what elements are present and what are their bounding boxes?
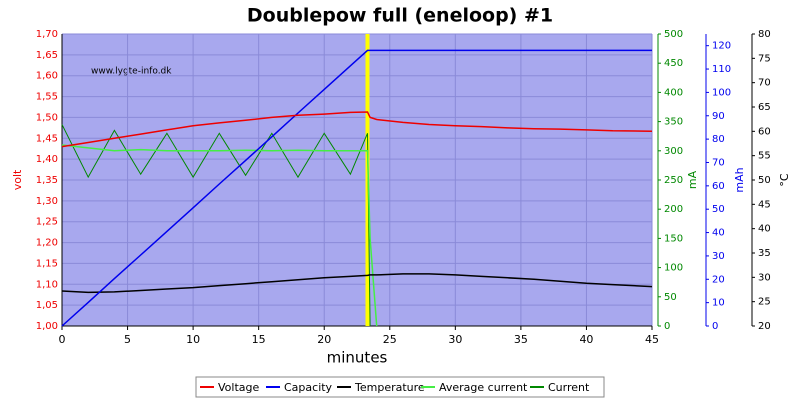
y-tick-label: 1,40 xyxy=(36,154,58,165)
y2-tick-label: 200 xyxy=(664,204,683,215)
y-tick-label: 1,35 xyxy=(36,175,58,186)
legend xyxy=(195,376,605,398)
x-axis-label: minutes xyxy=(327,349,388,367)
y4-tick-label: 80 xyxy=(758,29,771,40)
y4-tick-label: 45 xyxy=(758,199,771,210)
y3-tick-label: 110 xyxy=(712,64,731,75)
y3-tick-label: 0 xyxy=(712,321,718,332)
y-axis-label: volt xyxy=(11,169,24,190)
y2-axis-label: mA xyxy=(686,170,699,189)
y4-tick-label: 75 xyxy=(758,53,771,64)
y3-tick-label: 60 xyxy=(712,181,725,192)
x-tick-label: 30 xyxy=(448,333,462,346)
x-tick-label: 15 xyxy=(252,333,266,346)
series-line xyxy=(61,273,653,294)
y3-tick-label: 40 xyxy=(712,228,725,239)
y-tick-label: 1,30 xyxy=(36,196,58,207)
y2-tick-label: 350 xyxy=(664,117,683,128)
y4-tick-label: 25 xyxy=(758,297,771,308)
y3-tick-label: 90 xyxy=(712,111,725,122)
legend-label: Voltage xyxy=(218,381,259,394)
x-tick-label: 5 xyxy=(124,333,131,346)
y-tick-label: 1,55 xyxy=(36,92,58,103)
y4-tick-label: 50 xyxy=(758,175,771,186)
y4-tick-label: 30 xyxy=(758,272,771,283)
y-tick-label: 1,10 xyxy=(36,279,58,290)
y4-tick-label: 35 xyxy=(758,248,771,259)
x-tick-label: 40 xyxy=(579,333,593,346)
y3-tick-label: 120 xyxy=(712,41,731,52)
y4-tick-label: 65 xyxy=(758,102,771,113)
y-tick-label: 1,05 xyxy=(36,300,58,311)
y2-tick-label: 250 xyxy=(664,175,683,186)
y3-tick-label: 100 xyxy=(712,87,731,98)
y3-tick-label: 70 xyxy=(712,157,725,168)
y3-tick-label: 10 xyxy=(712,298,725,309)
legend-label: Average current xyxy=(439,381,528,394)
series-line xyxy=(61,144,378,327)
x-tick-label: 35 xyxy=(514,333,528,346)
x-tick-label: 20 xyxy=(317,333,331,346)
x-tick-label: 0 xyxy=(59,333,66,346)
y3-tick-label: 20 xyxy=(712,274,725,285)
legend-label: Current xyxy=(548,381,590,394)
y4-tick-label: 60 xyxy=(758,126,771,137)
series-line xyxy=(61,49,652,327)
y4-tick-label: 40 xyxy=(758,224,771,235)
y3-axis-label: mAh xyxy=(733,167,746,192)
y2-tick-label: 100 xyxy=(664,263,683,274)
y-tick-label: 1,20 xyxy=(36,238,58,249)
legend-label: Capacity xyxy=(284,381,333,394)
y-tick-label: 1,70 xyxy=(36,29,58,40)
x-tick-label: 10 xyxy=(186,333,200,346)
legend-label: Temperature xyxy=(354,381,425,394)
y2-tick-label: 500 xyxy=(664,29,683,40)
y-tick-label: 1,45 xyxy=(36,133,58,144)
y-tick-label: 1,50 xyxy=(36,112,58,123)
y2-tick-label: 400 xyxy=(664,87,683,98)
series-line xyxy=(61,111,653,148)
y4-tick-label: 70 xyxy=(758,78,771,89)
y-tick-label: 1,60 xyxy=(36,71,58,82)
y-tick-label: 1,15 xyxy=(36,258,58,269)
y4-tick-label: 20 xyxy=(758,321,771,332)
y4-axis-label: °C xyxy=(778,173,791,187)
y-tick-label: 1,25 xyxy=(36,217,58,228)
y-tick-label: 1,65 xyxy=(36,50,58,61)
y3-tick-label: 30 xyxy=(712,251,725,262)
y2-tick-label: 50 xyxy=(664,292,677,303)
y2-tick-label: 450 xyxy=(664,58,683,69)
y2-tick-label: 0 xyxy=(664,321,670,332)
y3-tick-label: 50 xyxy=(712,204,725,215)
x-tick-label: 45 xyxy=(645,333,659,346)
y2-tick-label: 150 xyxy=(664,233,683,244)
y3-tick-label: 80 xyxy=(712,134,725,145)
y-tick-label: 1,00 xyxy=(36,321,58,332)
y2-tick-label: 300 xyxy=(664,146,683,157)
y4-tick-label: 55 xyxy=(758,151,771,162)
watermark: www.lygte-info.dk xyxy=(91,67,172,77)
x-tick-label: 25 xyxy=(383,333,397,346)
chart-title: Doublepow full (eneloop) #1 xyxy=(247,5,553,27)
